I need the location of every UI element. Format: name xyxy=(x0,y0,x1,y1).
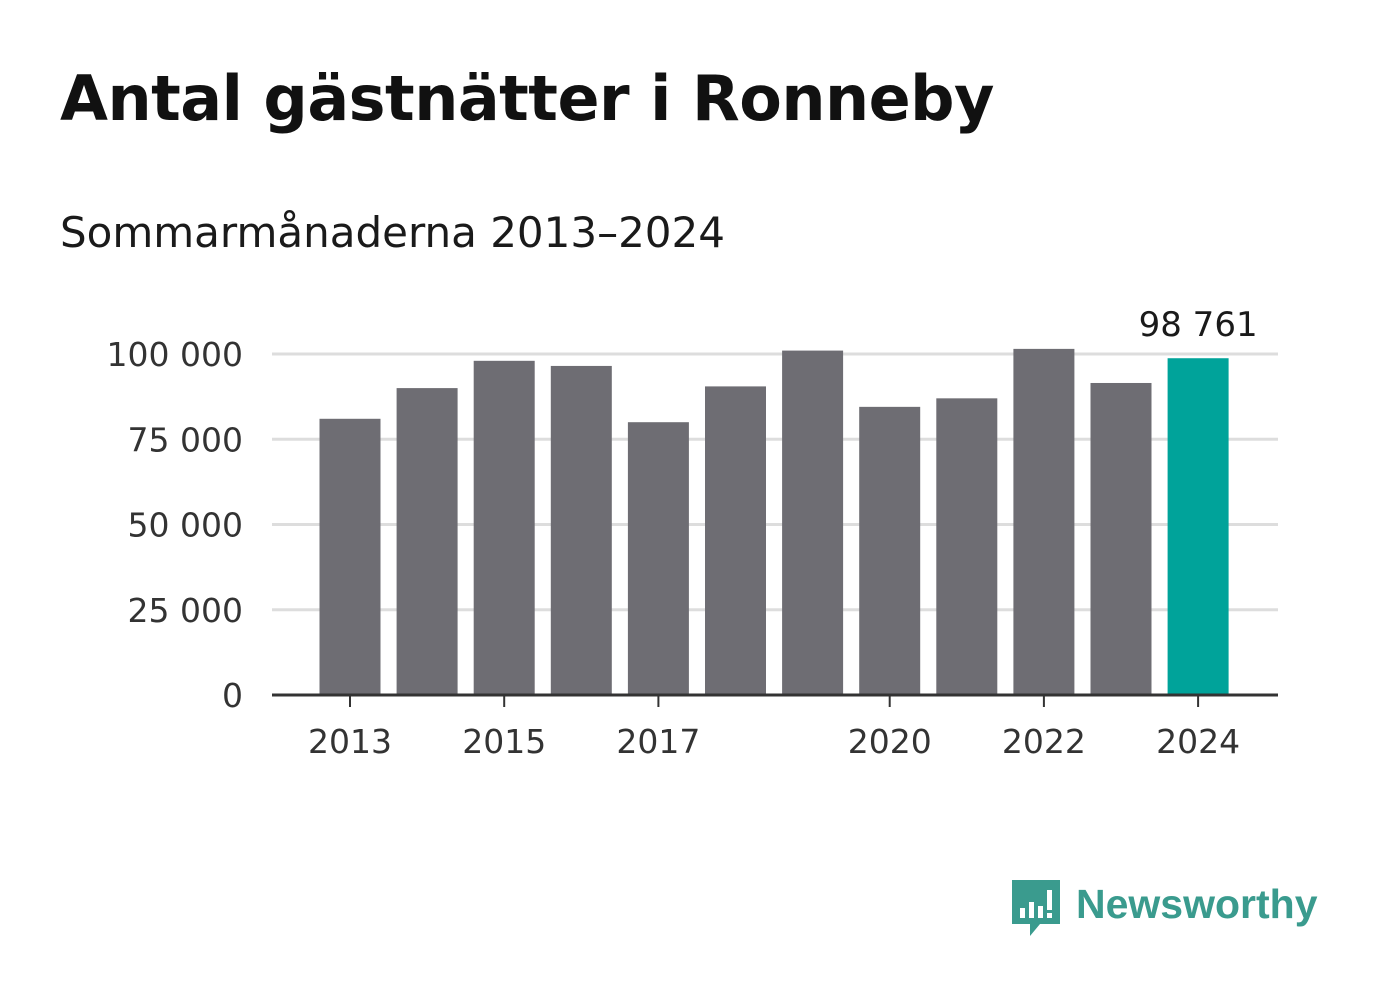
x-tick-label: 2022 xyxy=(1002,722,1086,761)
y-tick-label: 25 000 xyxy=(128,591,243,630)
x-tick-label: 2015 xyxy=(462,722,546,761)
chart-title: Antal gästnätter i Ronneby xyxy=(60,62,994,135)
bar-2020 xyxy=(859,406,921,695)
x-tick-label: 2024 xyxy=(1156,722,1240,761)
bar-2022 xyxy=(1013,348,1075,695)
y-tick-label: 75 000 xyxy=(128,420,243,459)
bar-2014 xyxy=(396,388,458,695)
y-tick-label: 100 000 xyxy=(107,335,243,374)
bar-2015 xyxy=(473,360,535,695)
bars xyxy=(319,348,1229,695)
highlight-value-label: 98 761 xyxy=(1139,305,1258,345)
bar-2018 xyxy=(705,386,766,695)
chart-subtitle: Sommarmånaderna 2013–2024 xyxy=(60,208,725,257)
y-tick-label: 0 xyxy=(222,676,243,715)
bar-2019 xyxy=(782,350,844,695)
bar-2013 xyxy=(319,418,381,695)
bar-2023 xyxy=(1090,382,1152,695)
y-tick-label: 50 000 xyxy=(128,506,243,545)
x-axis xyxy=(272,693,1278,707)
axis-labels: 0 25 000 50 000 75 000 100 000 98 761 2013 2015… xyxy=(107,305,1258,761)
bar-2017 xyxy=(627,422,689,695)
bar-2024 xyxy=(1167,358,1229,695)
brand-name: Newsworthy xyxy=(1076,881,1318,927)
newsworthy-logo-icon xyxy=(1012,880,1060,936)
x-tick-label: 2013 xyxy=(308,722,392,761)
x-tick-label: 2020 xyxy=(848,722,932,761)
newsworthy-brand: Newsworthy xyxy=(1010,878,1318,942)
bar-2021 xyxy=(936,398,998,695)
x-tick-label: 2017 xyxy=(616,722,700,761)
bar-2016 xyxy=(550,365,612,695)
